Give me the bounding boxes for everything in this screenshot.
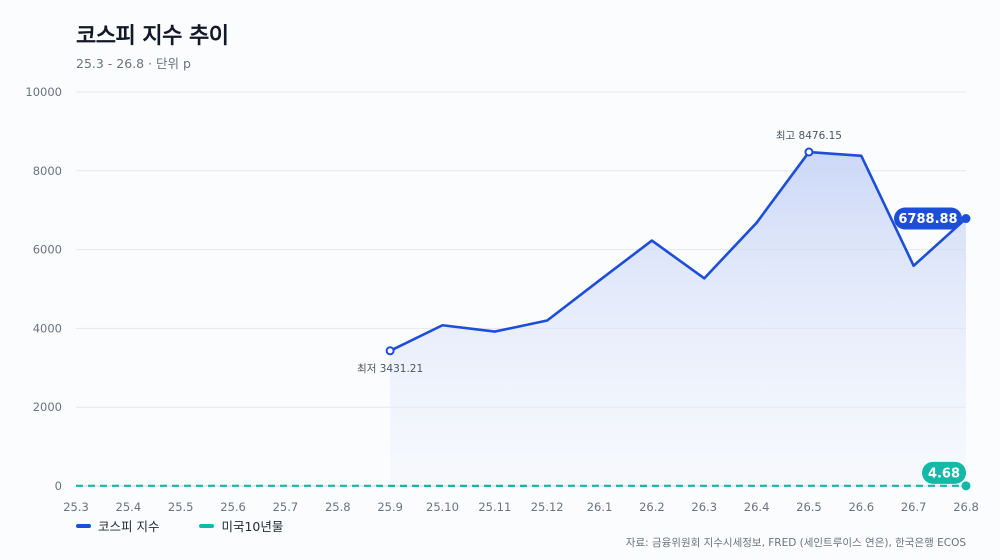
y-tick-label: 10000: [25, 85, 62, 99]
x-tick-label: 25.6: [220, 500, 246, 514]
y-axis: 0 2000 4000 6000 8000 10000: [25, 85, 62, 493]
y-tick-label: 4000: [33, 321, 62, 335]
y-tick-label: 0: [55, 479, 62, 493]
y-tick-label: 2000: [33, 400, 62, 414]
kospi-line: [389, 150, 967, 352]
legend-item-kospi[interactable]: 코스피 지수: [76, 516, 159, 535]
kospi-last-badge: [894, 207, 962, 230]
x-tick-label: 25.5: [168, 500, 194, 514]
legend-item-us10y[interactable]: 미국10년물: [199, 516, 283, 535]
x-tick-label: 26.4: [744, 500, 770, 514]
legend-label-kospi: 코스피 지수: [98, 519, 160, 534]
x-tick-label: 25.12: [531, 500, 564, 514]
x-tick-label: 25.3: [63, 500, 89, 514]
x-tick-label: 26.8: [953, 500, 979, 514]
legend-swatch-us10y: [199, 523, 215, 528]
x-tick-label: 25.7: [273, 500, 299, 514]
max-label: 최고 8476.15: [776, 130, 842, 142]
y-tick-label: 6000: [33, 243, 62, 257]
us10y-last-badge-label: 4.68: [928, 466, 960, 481]
kospi-area: [390, 152, 966, 487]
y-tick-label: 8000: [33, 164, 62, 178]
us10y-last-badge: [922, 461, 966, 484]
us10y-last-end-dot: [961, 481, 971, 491]
x-tick-label: 25.11: [478, 500, 511, 514]
x-tick-label: 25.4: [116, 500, 142, 514]
min-label: 최저 3431.21: [357, 363, 423, 375]
series-layer: [75, 150, 967, 487]
annotation-layer: 최저 3431.21 최고 8476.15 6788.88 4.68: [357, 130, 971, 491]
x-tick-label: 26.6: [848, 500, 874, 514]
max-marker: [804, 147, 814, 157]
x-tick-label: 25.8: [325, 500, 351, 514]
x-tick-label: 26.7: [901, 500, 927, 514]
chart-title: 코스피 지수 추이: [76, 24, 229, 49]
x-tick-label: 26.5: [796, 500, 822, 514]
data-source-note: 자료: 금융위원회 지수시세정보, FRED (세인트루이스 연은), 한국은행…: [625, 537, 966, 549]
chart-subtitle: 25.3 - 26.8 · 단위 p: [76, 56, 191, 71]
legend-label-us10y: 미국10년물: [221, 519, 284, 534]
x-tick-label: 26.1: [587, 500, 613, 514]
x-tick-label: 26.2: [639, 500, 665, 514]
legend-swatch-kospi: [76, 523, 91, 528]
chart-legend: 코스피 지수 미국10년물: [76, 516, 283, 535]
x-axis: 25.3 25.4 25.5 25.6 25.7 25.8 25.9 25.10 25.11 25…: [63, 500, 979, 514]
x-tick-label: 25.9: [377, 500, 403, 514]
min-marker: [385, 346, 395, 356]
x-tick-label: 26.3: [691, 500, 717, 514]
x-tick-label: 25.10: [426, 500, 459, 514]
kospi-last-badge-label: 6788.88: [898, 212, 957, 227]
kospi-last-end-dot: [961, 214, 971, 224]
